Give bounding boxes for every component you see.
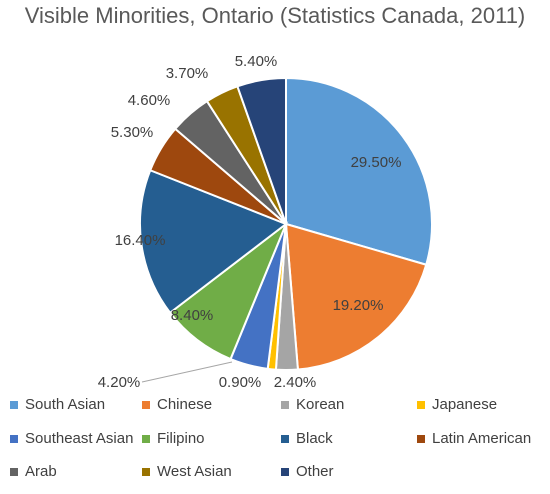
legend-item-west-asian: West Asian [142, 463, 232, 480]
legend-label: Chinese [157, 396, 213, 413]
legend-label: West Asian [157, 463, 232, 480]
data-label-other: 5.40% [235, 53, 278, 70]
legend-swatch [281, 434, 289, 443]
legend: South Asian Chinese Korean Japanese Southeas… [0, 395, 550, 494]
data-label-japanese: 0.90% [219, 374, 262, 391]
legend-swatch [142, 400, 150, 409]
legend-item-korean: Korean [281, 396, 344, 413]
legend-item-southeast-asian: Southeast Asian [10, 430, 133, 447]
legend-label: Filipino [157, 430, 205, 447]
leader-line [141, 361, 233, 383]
pie-slice-south-asian [285, 76, 433, 266]
legend-item-filipino: Filipino [142, 430, 205, 447]
legend-label: Korean [296, 396, 345, 413]
legend-swatch [417, 400, 425, 409]
legend-item-chinese: Chinese [142, 396, 212, 413]
pie-slice-black [139, 168, 289, 315]
legend-swatch [10, 434, 18, 443]
legend-swatch [142, 467, 150, 476]
legend-label: Black [296, 430, 333, 447]
legend-label: Southeast Asian [25, 430, 134, 447]
chart-title: Visible Minorities, Ontario (Statistics … [24, 3, 526, 28]
legend-item-japanese: Japanese [417, 396, 497, 413]
pie-chart: 29.50% 19.20% 2.40% 0.90% 4.20% 8.40% 16.40% 5.… [98, 53, 433, 391]
data-label-filipino: 8.40% [171, 307, 214, 324]
legend-item-arab: Arab [10, 463, 57, 480]
legend-label: Latin American [432, 430, 532, 447]
legend-swatch [417, 434, 425, 443]
pie-slice-chinese [284, 222, 428, 371]
legend-item-black: Black [281, 430, 333, 447]
legend-label: Japanese [432, 396, 498, 413]
pie-slice-other [236, 76, 287, 225]
legend-swatch [281, 400, 289, 409]
data-label-south-asian: 29.50% [351, 154, 402, 171]
legend-swatch [10, 400, 18, 409]
data-label-chinese: 19.20% [333, 297, 384, 314]
legend-item-latin-american: Latin American [417, 430, 531, 447]
legend-label: Arab [25, 463, 57, 480]
data-label-korean: 2.40% [274, 374, 317, 391]
data-label-arab: 4.60% [128, 92, 171, 109]
legend-label: Other [296, 463, 334, 480]
data-label-latin-american: 5.30% [111, 124, 154, 141]
legend-item-south-asian: South Asian [10, 396, 105, 413]
data-label-black: 16.40% [115, 232, 166, 249]
legend-item-other: Other [281, 463, 334, 480]
legend-label: South Asian [25, 396, 106, 413]
data-label-southeast-asian: 4.20% [98, 374, 141, 391]
legend-swatch [10, 467, 18, 476]
data-label-west-asian: 3.70% [166, 65, 209, 82]
legend-swatch [281, 467, 289, 476]
legend-swatch [142, 434, 150, 443]
